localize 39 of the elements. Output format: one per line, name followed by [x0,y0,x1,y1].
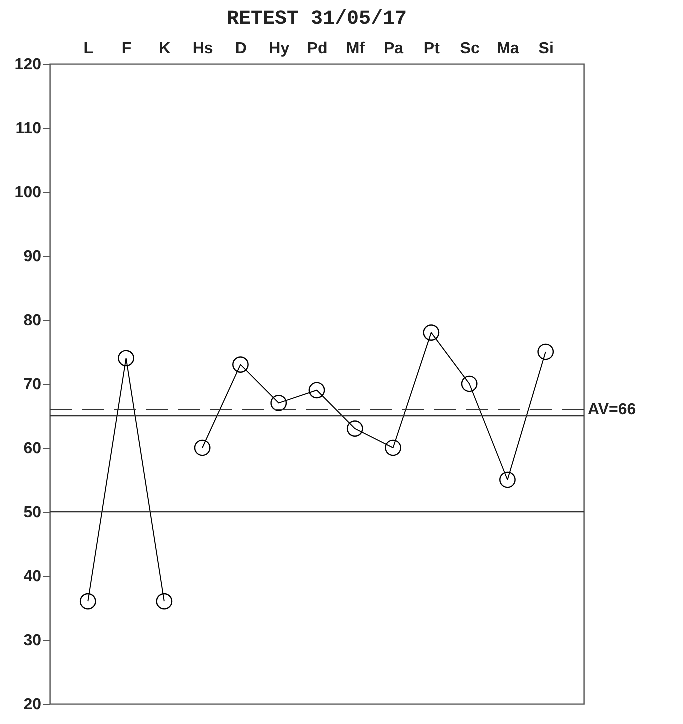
point [194,440,211,456]
point [385,440,402,456]
y-tick-label: 90 [24,248,42,266]
point [118,350,134,367]
point [308,382,326,399]
x-tick-label: F [122,40,132,58]
x-tick-label: L [84,40,94,58]
ref-line-label: AV=66 [588,402,636,419]
x-tick-label: K [159,40,172,58]
x-tick-label: Pt [424,40,441,58]
x-tick-label: Sc [460,40,480,58]
x-tick-label: Ma [497,40,520,58]
y-tick-label: 60 [24,440,42,458]
x-tick-label: Pa [384,40,404,58]
y-tick-label: 70 [24,376,42,394]
x-tick-label: Hs [192,40,214,58]
point [270,395,288,412]
point [538,344,554,360]
y-tick-label: 100 [14,184,42,202]
y-tick-label: 40 [24,568,42,586]
x-tick-label: D [235,40,247,58]
x-tick-label: Mf [346,40,366,58]
y-tick-label: 30 [24,632,42,650]
point [232,356,249,373]
y-tick-label: 120 [14,56,42,74]
point [346,420,364,437]
y-tick-label: 110 [16,120,42,138]
y-tick-label: 20 [24,696,42,714]
point [461,376,478,392]
y-tick-label: 80 [24,312,42,330]
x-tick-label: Si [538,40,554,58]
x-tick-label: Hy [269,40,290,58]
y-tick-label: 50 [24,504,42,522]
x-tick-label: Pd [307,40,328,58]
chart-title: RETEST 31/05/17 [226,8,408,31]
point [423,324,440,341]
point [156,593,173,610]
point [500,472,516,488]
point [80,593,96,610]
